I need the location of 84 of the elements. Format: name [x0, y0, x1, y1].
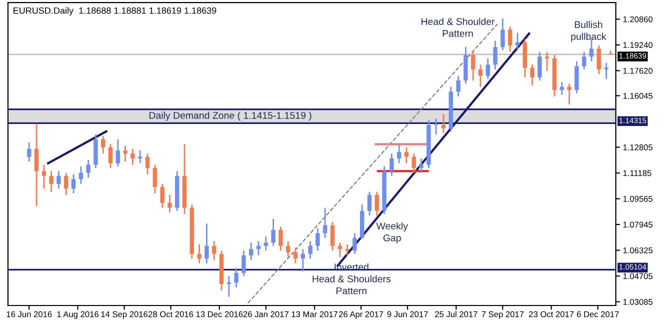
candlestick [604, 62, 608, 80]
candlestick [293, 246, 298, 264]
x-tick-label: 28 Oct 2016 [148, 311, 194, 318]
x-tick-label: 1 Aug 2016 [57, 311, 98, 319]
candlestick [278, 226, 283, 252]
candlestick [530, 64, 534, 86]
candlestick [345, 244, 350, 256]
candlestick [567, 82, 572, 106]
y-tick-label: 1.17620 [623, 68, 653, 74]
candlestick [160, 183, 164, 208]
candlestick [145, 152, 150, 176]
x-tick-label: 23 Oct 2017 [529, 311, 574, 318]
candlestick [248, 242, 254, 261]
candlestick [64, 172, 68, 196]
candlestick [264, 236, 268, 252]
x-tick-label: 13 Mar 2017 [292, 311, 338, 318]
y-tick-label: 1.06325 [623, 247, 653, 254]
candlestick [152, 164, 158, 194]
candlestick [330, 221, 335, 252]
candlestick [42, 164, 46, 190]
candlestick [168, 194, 172, 214]
candlestick [242, 250, 246, 277]
candlestick [404, 146, 409, 164]
candlestick [78, 166, 84, 185]
chart-title: EURUSD.Daily 1.18688 1.18881 1.18619 1.18639 [14, 7, 216, 16]
annotation: Head & Shoulder Pattern [422, 18, 495, 37]
candlestick [396, 143, 402, 164]
candlestick [582, 51, 586, 70]
candlestick [71, 174, 76, 194]
y-tick-label: 1.07945 [623, 222, 653, 228]
x-tick-label: 26 Jan 2017 [243, 311, 288, 318]
x-tick-label: 26 Apr 2017 [338, 311, 384, 319]
candlestick [34, 122, 39, 207]
y-tick-label: 1.03085 [623, 298, 653, 305]
candlestick [596, 44, 601, 75]
candlestick [123, 145, 128, 162]
candlestick [374, 191, 380, 216]
y-tick-label: 1.09565 [623, 196, 653, 202]
y-tick-label: 1.19240 [623, 42, 653, 48]
candlestick [500, 18, 505, 51]
annotation: Bullish pullback [571, 20, 606, 42]
candlestick [308, 240, 312, 260]
x-tick-label: 6 Dec 2017 [576, 311, 619, 318]
y-tick-label: 1.20860 [623, 16, 653, 22]
candlestick [116, 138, 120, 168]
candlestick [27, 142, 32, 162]
candlestick [212, 240, 216, 261]
candlestick [456, 75, 460, 98]
x-tick-label: 16 Jun 2016 [6, 311, 52, 318]
y-tick-label: 1.16045 [623, 92, 653, 99]
y-tick-label: 1.04705 [623, 273, 653, 280]
band-label: Daily Demand Zone ( 1.1415-1.1519 ) [149, 112, 312, 121]
candlestick [390, 152, 394, 177]
candlestick [508, 26, 512, 53]
candlestick [271, 218, 276, 247]
candlestick [86, 159, 90, 178]
candlestick [101, 135, 106, 154]
candlestick [197, 244, 202, 264]
candlestick [204, 222, 209, 264]
candlestick [367, 191, 372, 216]
candlestick [412, 152, 416, 174]
x-tick-label: 14 Sep 2016 [101, 311, 148, 319]
candlestick [419, 158, 424, 174]
candlestick [538, 51, 542, 82]
y-tick-label: 1.11185 [623, 170, 652, 176]
candlestick [234, 267, 238, 288]
candlestick [352, 232, 357, 255]
candlestick [544, 51, 550, 72]
annotation: Weekly Gap [376, 222, 408, 244]
x-tick-label: 13 Dec 2016 [196, 311, 243, 318]
candlestick [493, 40, 498, 70]
candlestick [56, 170, 61, 190]
candlestick [470, 51, 476, 82]
x-tick-label: 9 Jun 2017 [387, 311, 428, 318]
candlestick [486, 58, 490, 80]
candlestick [49, 170, 54, 193]
candlestick [130, 148, 135, 166]
x-tick-label: 25 Jul 2017 [435, 311, 478, 318]
x-tick-label: 7 Sep 2017 [482, 311, 524, 319]
y-tick-label: 1.12805 [623, 144, 653, 150]
candlestick [322, 207, 328, 239]
candlestick [316, 228, 320, 252]
candlestick [574, 60, 579, 94]
candlestick [108, 143, 113, 169]
